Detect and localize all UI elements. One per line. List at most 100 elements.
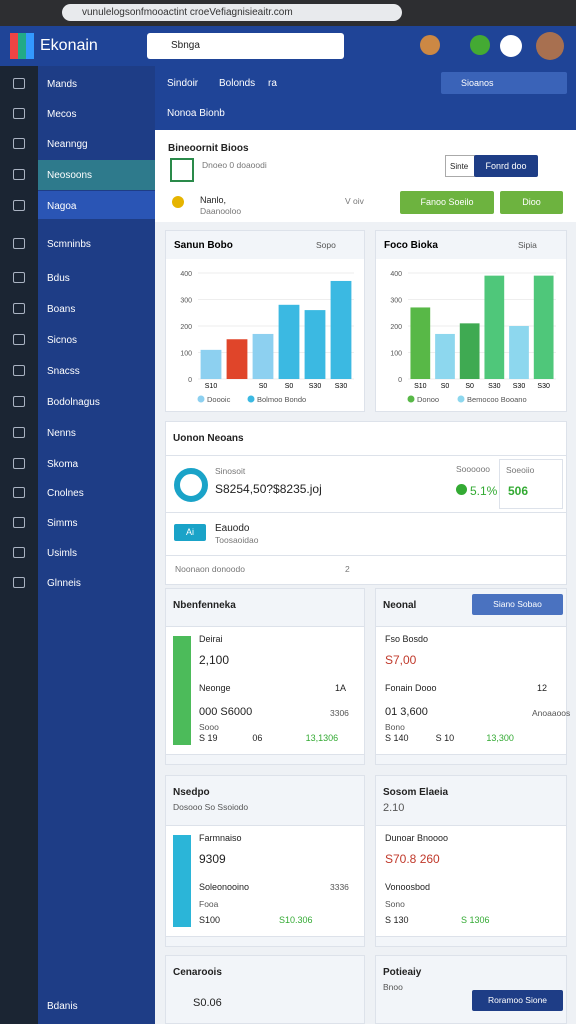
y-tick-label: 300: [390, 298, 402, 305]
bar: [509, 326, 529, 379]
bar: [435, 333, 455, 379]
a: [38, 160, 155, 190]
menu-item: Snacss: [47, 366, 80, 377]
g: Dnoeo 0 doaoodi: [202, 160, 267, 170]
menu-item: Bdus: [47, 273, 70, 284]
foot: S100: [199, 915, 221, 925]
a: [165, 555, 567, 556]
label: Farmnaiso: [199, 833, 242, 843]
a: Sinte: [445, 155, 475, 177]
x-tick-label: S0: [285, 383, 294, 390]
mi: Bdanis: [47, 1001, 78, 1012]
y-tick-label: 0: [398, 377, 402, 384]
wt: Bolonds: [219, 78, 256, 89]
h: Uonon Neoans: [173, 433, 244, 444]
chart-card: Sanun Bobo Sopo 0 100 200 300 400 S10 S0 S0 S30 S30…: [165, 230, 365, 412]
bar: [533, 275, 554, 379]
panel-title: Cenaroois: [173, 967, 222, 978]
big: S8254,50?$8235.joj: [215, 482, 322, 496]
aux: Anoaaoos: [532, 708, 571, 718]
x-tick-label: S30: [335, 383, 348, 390]
y-tick-label: 100: [180, 351, 192, 358]
x-tick-label: S30: [309, 383, 322, 390]
note: Sono: [385, 899, 405, 909]
label: Neonge: [199, 683, 231, 693]
btn[interactable]: Fonrd doo: [474, 155, 538, 177]
bar: [459, 323, 480, 379]
aux: 1A: [335, 683, 347, 693]
chart-card: Foco Bioka Sipia 0 100 200 300 400 S10 S0 S0 S30 S3…: [375, 230, 567, 412]
a: [174, 468, 208, 502]
menu-item: Nagoa: [47, 201, 77, 212]
menu-item: Neosoons: [47, 170, 93, 181]
legend-label: Donoo: [417, 395, 439, 404]
menu-item: Mands: [47, 79, 78, 90]
panel-title: Sosom Elaeia: [383, 787, 449, 798]
panel-value: S0.06: [193, 997, 222, 1009]
chart-menu: Sipia: [518, 240, 537, 250]
y-tick-label: 400: [180, 271, 192, 278]
legend-swatch: [407, 395, 415, 403]
bar: [278, 304, 300, 379]
a: [165, 512, 567, 513]
wt: Sindoir: [167, 78, 199, 89]
menu-icon: [13, 78, 25, 89]
chart-title: Foco Bioka: [384, 240, 438, 251]
value: S7,00: [385, 653, 417, 667]
value: 9309: [199, 852, 226, 866]
panel-title: Nsedpo: [173, 787, 210, 798]
x-tick-label: S0: [465, 383, 474, 390]
menu-icon: [13, 517, 25, 528]
menu-item: Mecos: [47, 109, 77, 120]
icol: [0, 66, 38, 1024]
legend-swatch: [247, 395, 255, 403]
y-tick-label: 400: [390, 271, 402, 278]
panel-button[interactable]: Roramoo Sione: [472, 990, 563, 1011]
a: [536, 32, 564, 60]
a: Eauodo: [215, 523, 250, 534]
y-tick-label: 0: [188, 377, 192, 384]
label: Fso Bosdo: [385, 634, 429, 644]
aux: 12: [537, 683, 548, 693]
menu-icon: [13, 108, 25, 119]
menu-icon: [13, 200, 25, 211]
menu-item: Sicnos: [47, 335, 78, 346]
panel-title: Neonal: [383, 600, 417, 611]
a: [172, 196, 184, 208]
search[interactable]: Sbnga: [147, 33, 344, 59]
menu-icon: [13, 303, 25, 314]
panel-button[interactable]: Siano Sobao: [472, 594, 563, 615]
aux: 3336: [330, 882, 349, 892]
y-tick-label: 100: [390, 351, 402, 358]
btn[interactable]: Sioanos: [441, 72, 567, 94]
foot: S 10: [435, 733, 455, 743]
menu-item: Nenns: [47, 428, 76, 439]
note: Bono: [385, 722, 405, 732]
menu-item: Boans: [47, 304, 76, 315]
note: Fooa: [199, 899, 219, 909]
a: Nanlo,: [200, 195, 227, 205]
menu-icon: [13, 547, 25, 558]
chart-header: [376, 231, 566, 259]
g: Daanooloo: [200, 206, 242, 216]
menu-icon: [13, 272, 25, 283]
legend-label: Doooic: [207, 395, 231, 404]
aux: 3306: [330, 708, 349, 718]
g: Soeoiio: [506, 465, 535, 475]
panel-body: [165, 626, 365, 755]
value: S70.8 260: [385, 852, 440, 866]
menu-item: Scmninbs: [47, 239, 91, 250]
logo-icon: [10, 33, 34, 59]
legend-label: Bolmoo Bondo: [257, 395, 306, 404]
btn[interactable]: Fanoo Soeilo: [400, 191, 494, 214]
label: Vonoosbod: [385, 882, 431, 892]
accent-bar: [173, 835, 191, 927]
chart-menu: Sopo: [316, 240, 336, 250]
panel-title: Nbenfenneka: [173, 600, 236, 611]
panel-sub: Dosooo So Ssoiodo: [173, 802, 249, 812]
btn[interactable]: Dioo: [500, 191, 563, 214]
menu-item: Simms: [47, 518, 78, 529]
menu-icon: [13, 238, 25, 249]
bar: [330, 280, 352, 379]
